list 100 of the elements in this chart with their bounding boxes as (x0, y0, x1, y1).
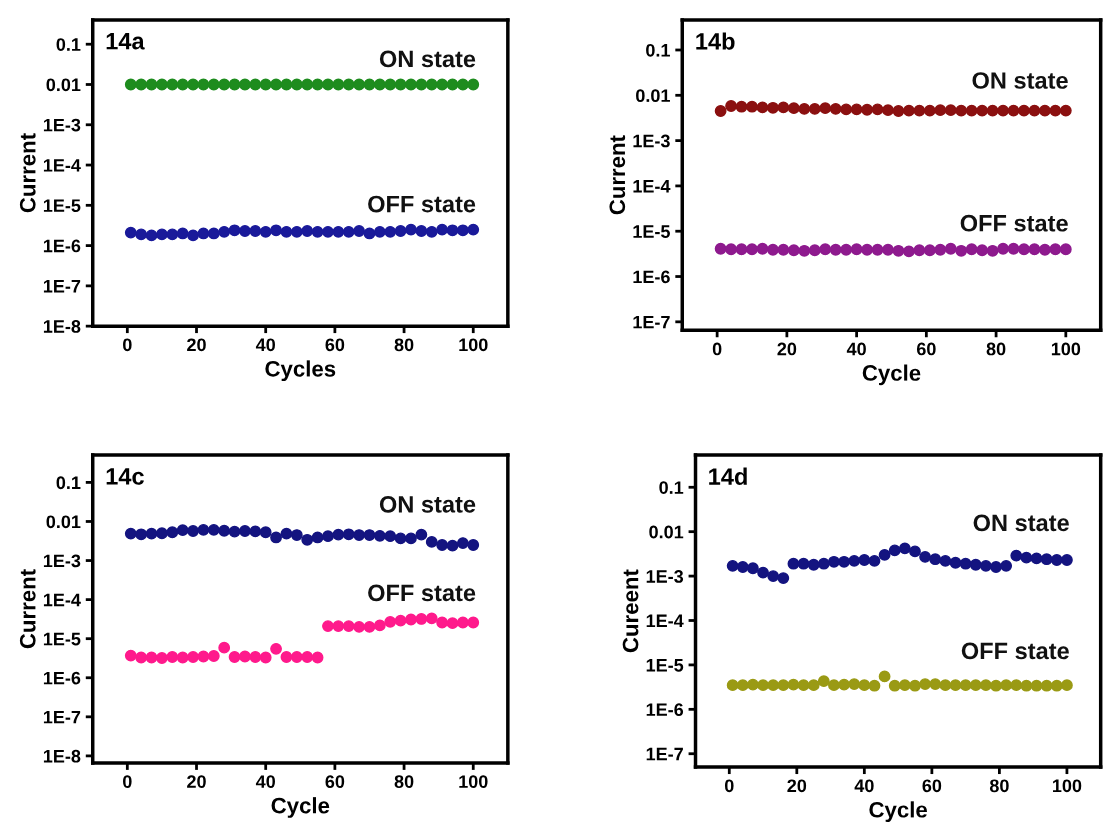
point (850, 243, 863, 256)
point (425, 78, 438, 91)
y-axis-title: Current (609, 135, 626, 215)
point (714, 105, 727, 117)
point (176, 651, 189, 664)
point (997, 242, 1009, 255)
point (777, 243, 790, 256)
point (976, 244, 989, 257)
y-tick-label: 1E-4 (633, 180, 671, 193)
point (135, 651, 148, 664)
point (969, 679, 982, 692)
x-tick-label: 40 (255, 775, 275, 789)
point (467, 78, 480, 91)
point (332, 620, 345, 633)
point (280, 651, 293, 663)
point (218, 641, 231, 654)
point (228, 525, 241, 538)
point (280, 527, 293, 540)
point (373, 78, 386, 91)
point (436, 223, 449, 236)
point (746, 100, 758, 113)
y-tick-label: 1E-7 (43, 279, 81, 293)
point (1038, 104, 1051, 117)
y-tick-label: 1E-8 (43, 320, 81, 333)
point (923, 244, 936, 257)
point (135, 228, 148, 241)
series-label: ON state (379, 495, 476, 513)
point (850, 103, 863, 116)
point (197, 650, 210, 663)
point (955, 244, 968, 257)
point (898, 679, 911, 692)
y-tick-label: 1E-4 (646, 614, 684, 628)
point (197, 523, 210, 536)
point (405, 532, 417, 545)
x-tick-label: 0 (724, 779, 734, 793)
point (301, 533, 314, 546)
point (249, 651, 262, 663)
point (1000, 679, 1013, 692)
point (939, 679, 952, 692)
point (467, 616, 480, 629)
point (332, 225, 345, 238)
point (176, 78, 189, 91)
x-axis-title: Cycle (862, 364, 921, 386)
point (829, 243, 842, 256)
point (363, 78, 376, 91)
point (301, 225, 314, 237)
point (456, 537, 469, 549)
point (425, 536, 438, 548)
point (373, 619, 386, 632)
point (415, 528, 428, 541)
point (187, 78, 199, 91)
point (446, 78, 459, 91)
y-tick-label: 1E-6 (646, 703, 684, 717)
point (746, 243, 758, 256)
point (726, 559, 739, 572)
point (767, 570, 780, 582)
point (270, 78, 282, 91)
x-tick-label: 20 (187, 775, 206, 789)
x-tick-label: 60 (922, 779, 942, 793)
point (456, 616, 469, 629)
point (1049, 243, 1062, 256)
point (747, 562, 759, 575)
y-tick-label: 0.01 (46, 515, 81, 529)
point (736, 679, 749, 692)
point (197, 78, 210, 91)
point (1000, 559, 1013, 572)
point (817, 557, 830, 570)
chart-title: 14d (709, 467, 747, 485)
point (838, 555, 850, 568)
point (913, 104, 926, 117)
point (848, 554, 861, 567)
point (342, 528, 355, 541)
point (798, 103, 811, 115)
point (757, 679, 769, 692)
point (787, 102, 800, 115)
point (725, 100, 737, 112)
x-tick-label: 0 (123, 338, 132, 352)
point (1020, 679, 1033, 692)
point (777, 101, 790, 114)
x-tick-label: 40 (854, 779, 874, 793)
point (415, 613, 428, 625)
point (301, 78, 314, 91)
point (322, 78, 334, 91)
y-tick-label: 1E-5 (43, 632, 81, 646)
y-tick-label: 1E-5 (646, 659, 684, 672)
point (1040, 679, 1053, 692)
point (767, 243, 779, 256)
point (919, 551, 932, 563)
point (1010, 679, 1023, 692)
y-tick-label: 1E-8 (43, 749, 81, 763)
point (301, 651, 314, 663)
point (969, 558, 982, 571)
point (353, 225, 365, 237)
point (913, 244, 926, 257)
point (1018, 104, 1030, 117)
point (807, 679, 820, 692)
point (436, 78, 449, 91)
point (270, 531, 282, 544)
x-tick-label: 100 (459, 775, 488, 789)
point (187, 229, 199, 242)
